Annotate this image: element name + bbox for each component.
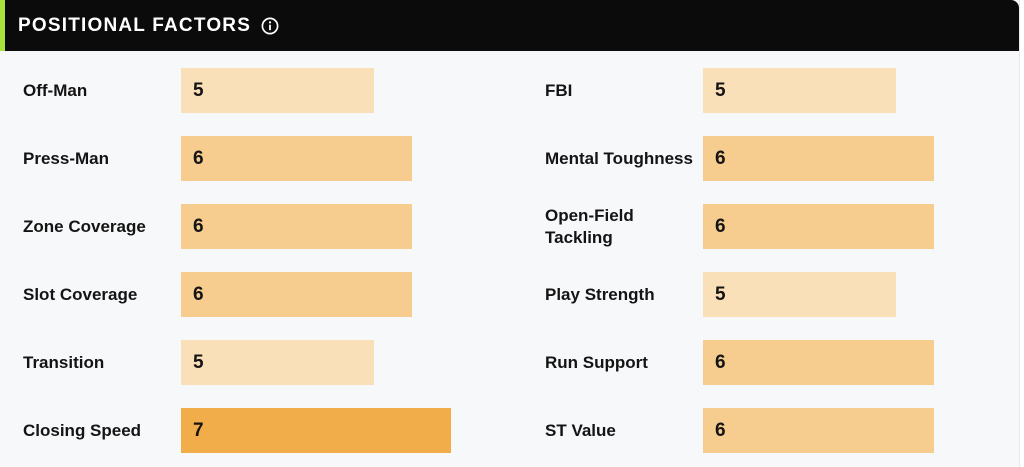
factor-score-bar: 6 [703,204,934,249]
factor-label: Press-Man [23,148,109,168]
factor-label: Transition [23,352,105,372]
section-header: POSITIONAL FACTORS [0,0,1019,51]
factor-score-bar: 6 [181,272,412,317]
factors-grid: Off-Man 5 Press-Man 6 Zone Coverage 6 Sl… [0,51,1019,467]
header-accent-stripe [0,0,5,51]
section-title: POSITIONAL FACTORS [18,14,252,36]
factor-label: Run Support [545,352,648,372]
factor-score-bar: 7 [181,408,451,453]
factor-label: Play Strength [545,284,655,304]
info-circle-icon[interactable] [261,17,279,35]
factor-label: ST Value [545,420,616,440]
factor-label: FBI [545,80,573,100]
factor-label: Off-Man [23,80,88,100]
factor-label: Open-Field Tackling [545,205,634,247]
factor-score-bar: 6 [181,204,412,249]
factor-label: Closing Speed [23,420,142,440]
factor-label: Mental Toughness [545,148,693,168]
factor-score-bar: 6 [703,136,934,181]
factor-score-bar: 6 [181,136,412,181]
factor-label: Zone Coverage [23,216,146,236]
factor-score-bar: 5 [181,68,374,113]
factor-score-bar: 6 [703,340,934,385]
factor-score-bar: 5 [703,272,896,317]
factor-score-bar: 5 [703,68,896,113]
factor-label: Slot Coverage [23,284,138,304]
factor-score-bar: 5 [181,340,374,385]
factor-score-bar: 6 [703,408,934,453]
